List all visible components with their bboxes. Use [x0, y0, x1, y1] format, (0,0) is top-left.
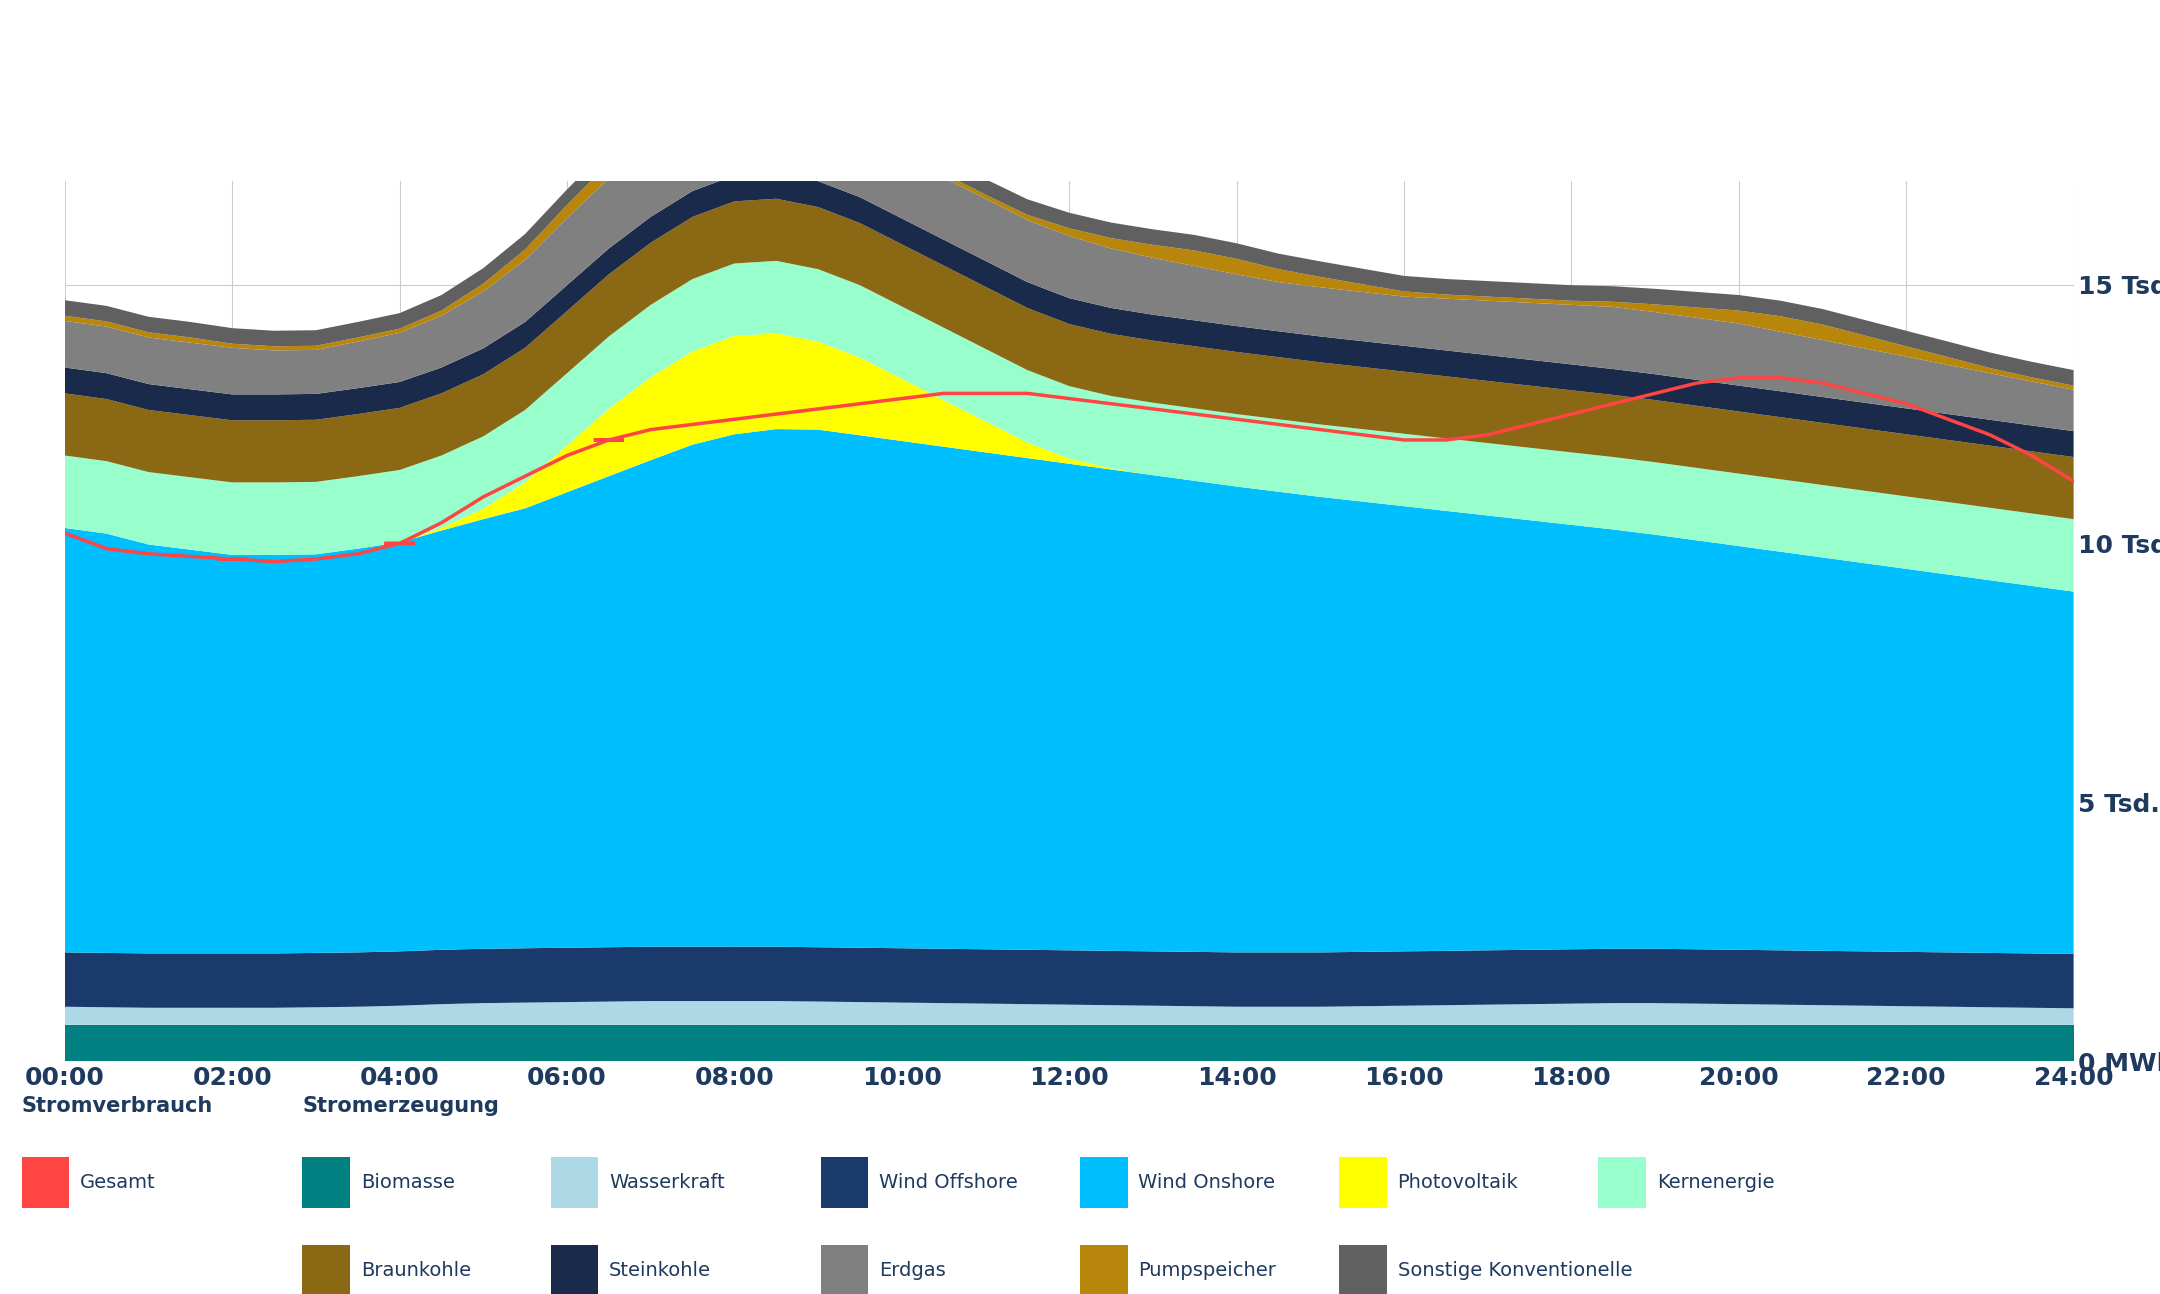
Text: Steinkohle: Steinkohle — [609, 1262, 711, 1280]
FancyBboxPatch shape — [1339, 1245, 1387, 1294]
Text: Pumpspeicher: Pumpspeicher — [1138, 1262, 1277, 1280]
FancyBboxPatch shape — [1339, 1157, 1387, 1207]
Text: Stromerzeugung: Stromerzeugung — [302, 1096, 499, 1115]
Text: Sonstige Konventionelle: Sonstige Konventionelle — [1398, 1262, 1633, 1280]
FancyBboxPatch shape — [551, 1245, 598, 1294]
Text: Kernenergie: Kernenergie — [1657, 1172, 1773, 1192]
FancyBboxPatch shape — [1080, 1157, 1128, 1207]
FancyBboxPatch shape — [1598, 1157, 1646, 1207]
FancyBboxPatch shape — [551, 1157, 598, 1207]
Text: Wasserkraft: Wasserkraft — [609, 1172, 726, 1192]
Text: Photovoltaik: Photovoltaik — [1398, 1172, 1518, 1192]
FancyBboxPatch shape — [302, 1157, 350, 1207]
FancyBboxPatch shape — [821, 1157, 868, 1207]
Text: Stromverbrauch: Stromverbrauch — [22, 1096, 214, 1115]
Text: Biomasse: Biomasse — [361, 1172, 454, 1192]
FancyBboxPatch shape — [1080, 1245, 1128, 1294]
Text: Stromverbrauch und -erzeugung in Deutschland am 27. Dezember 2020: Stromverbrauch und -erzeugung in Deutsch… — [22, 63, 1827, 107]
FancyBboxPatch shape — [22, 1157, 69, 1207]
FancyBboxPatch shape — [821, 1245, 868, 1294]
Text: Braunkohle: Braunkohle — [361, 1262, 471, 1280]
FancyBboxPatch shape — [302, 1245, 350, 1294]
Text: Wind Offshore: Wind Offshore — [879, 1172, 1017, 1192]
Text: Wind Onshore: Wind Onshore — [1138, 1172, 1274, 1192]
Text: Erdgas: Erdgas — [879, 1262, 946, 1280]
Text: Gesamt: Gesamt — [80, 1172, 156, 1192]
